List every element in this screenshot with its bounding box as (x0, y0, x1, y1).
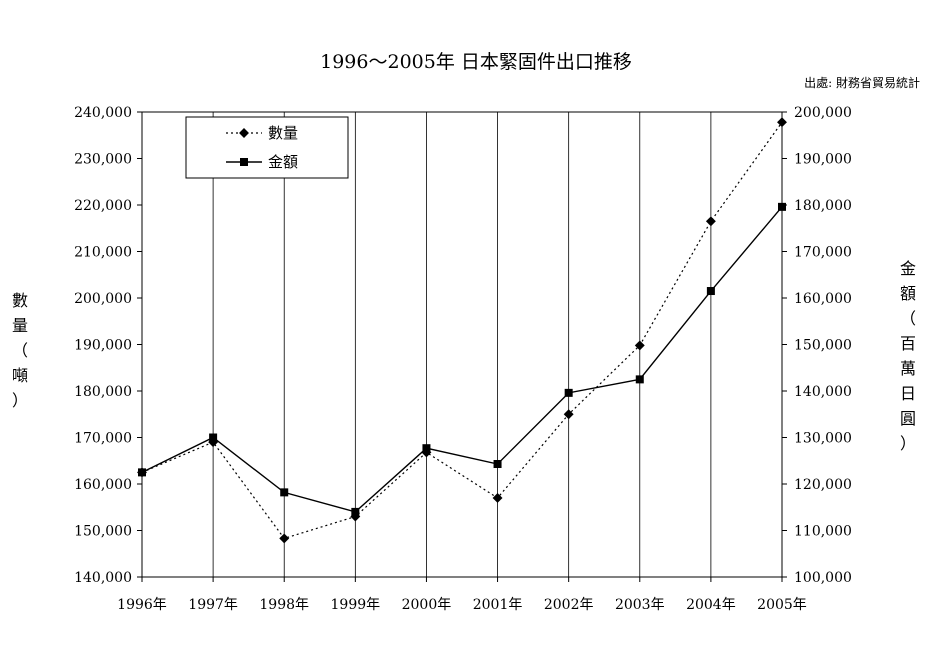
left-tick-label: 170,000 (74, 431, 132, 447)
legend-marker-value (240, 158, 248, 166)
data-point-quantity (563, 409, 574, 420)
right-tick-label: 100,000 (794, 570, 852, 586)
x-tick-label: 1996年 (117, 597, 167, 613)
axis-title-char: 額 (900, 284, 916, 303)
axis-title-char: ） (900, 434, 916, 453)
x-tick-label: 2004年 (686, 597, 736, 613)
axis-title-char: （ (12, 341, 28, 360)
plot-area (141, 111, 783, 578)
legend-label-quantity: 數量 (268, 124, 298, 142)
left-tick-label: 240,000 (74, 105, 132, 121)
right-tick-label: 130,000 (794, 431, 852, 447)
left-axis-ticks: 140,000 150,000 160,000 170,000 180,000 190,0… (74, 105, 142, 586)
x-tick-label: 2002年 (544, 597, 594, 613)
series-line-0 (141, 121, 783, 540)
data-point-value (280, 488, 289, 497)
left-axis-title: 數量 （ 噸 ） (12, 291, 28, 410)
source-note: 出處: 財務省貿易統計 (804, 75, 920, 90)
data-point-value (422, 444, 431, 453)
data-point-value (778, 202, 786, 211)
right-tick-label: 200,000 (794, 105, 852, 121)
x-tick-label: 2005年 (757, 597, 807, 613)
legend-box (185, 116, 349, 179)
legend-marker-quantity (239, 128, 249, 138)
x-axis-ticks: 1996年 1997年 1998年 1999年 2000年 2001年 2002年 2003年… (117, 577, 807, 613)
data-point-value (138, 468, 146, 477)
data-point-quantity (705, 216, 716, 227)
series-layer (137, 117, 787, 544)
data-point-value (351, 507, 360, 516)
data-point-value (493, 460, 502, 469)
right-tick-label: 190,000 (794, 152, 852, 168)
chart-title: 1996～2005年 日本緊固件出口推移 (320, 51, 632, 73)
left-tick-label: 220,000 (74, 198, 132, 214)
legend: 數量 金額 (185, 116, 349, 179)
axis-title-char: 數 (12, 291, 28, 310)
right-tick-label: 170,000 (794, 245, 852, 261)
left-tick-label: 210,000 (74, 245, 132, 261)
x-tick-label: 1997年 (188, 597, 238, 613)
left-tick-label: 200,000 (74, 291, 132, 307)
axis-title-char: 萬 (900, 359, 916, 378)
x-tick-label: 2003年 (615, 597, 665, 613)
x-tick-label: 2000年 (402, 597, 452, 613)
data-point-value (706, 287, 715, 296)
data-point-value (209, 433, 218, 442)
left-tick-label: 230,000 (74, 152, 132, 168)
right-tick-label: 140,000 (794, 384, 852, 400)
right-axis-title: 金額 （ 百萬日圓 ） (900, 259, 916, 453)
legend-label-value: 金額 (268, 153, 298, 171)
left-tick-label: 160,000 (74, 477, 132, 493)
right-tick-label: 110,000 (794, 524, 852, 540)
data-point-quantity (492, 493, 503, 503)
data-point-value (564, 388, 573, 397)
left-tick-label: 150,000 (74, 524, 132, 540)
data-point-quantity (279, 533, 290, 544)
data-point-quantity (777, 117, 787, 128)
data-point-value (635, 375, 644, 384)
left-tick-label: 140,000 (74, 570, 132, 586)
data-point-quantity (634, 340, 645, 351)
right-tick-label: 160,000 (794, 291, 852, 307)
axis-title-char: 量 (12, 316, 28, 335)
x-tick-label: 1999年 (331, 597, 381, 613)
left-tick-label: 180,000 (74, 384, 132, 400)
grid-lines (212, 112, 712, 577)
axis-title-char: 噸 (12, 366, 28, 385)
right-axis-ticks: 100,000 110,000 120,000 130,000 140,000 150,0… (782, 105, 852, 586)
right-tick-label: 150,000 (794, 338, 852, 354)
left-tick-label: 190,000 (74, 338, 132, 354)
x-tick-label: 2001年 (473, 597, 523, 613)
axis-title-char: ） (12, 391, 28, 410)
axis-title-char: 金 (900, 259, 916, 278)
series-line-1 (141, 206, 783, 513)
x-tick-label: 1998年 (259, 597, 309, 613)
right-tick-label: 120,000 (794, 477, 852, 493)
axis-title-char: 日 (900, 384, 916, 403)
axis-title-char: 百 (900, 334, 916, 353)
right-tick-label: 180,000 (794, 198, 852, 214)
axis-title-char: 圓 (900, 409, 916, 428)
axis-title-char: （ (900, 309, 916, 328)
